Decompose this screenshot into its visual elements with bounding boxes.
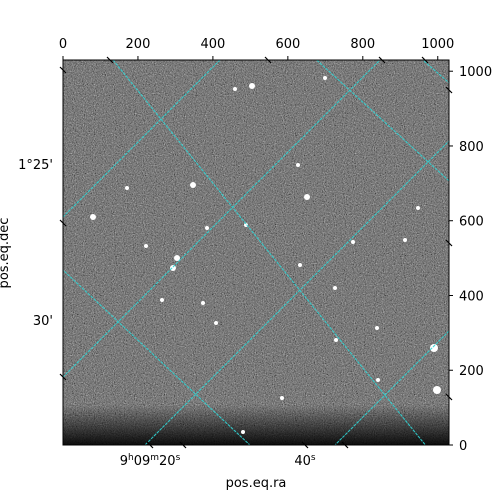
y-tick-label-3: 600 — [459, 215, 484, 230]
star-18 — [433, 386, 441, 394]
coordinate-grid — [63, 60, 449, 445]
star-0 — [249, 83, 255, 89]
world-tick-5 — [59, 219, 67, 227]
world-tick-12 — [301, 441, 309, 449]
star-4 — [90, 214, 96, 220]
world-tick-4 — [59, 66, 67, 74]
y-tick-label-4: 800 — [459, 140, 484, 155]
world-tick-11 — [179, 441, 187, 449]
world-tick-3 — [421, 56, 429, 64]
star-19 — [376, 378, 380, 382]
grid-line-1 — [63, 269, 251, 445]
star-16 — [334, 338, 338, 342]
y-tick-label-0: 0 — [459, 439, 467, 454]
star-14 — [214, 321, 218, 325]
grid-line-8 — [334, 330, 449, 445]
star-20 — [241, 430, 245, 434]
star-24 — [416, 206, 420, 210]
star-3 — [190, 182, 196, 188]
world-tick-10 — [146, 441, 154, 449]
grid-line-7 — [144, 140, 449, 445]
star-21 — [280, 396, 284, 400]
world-tick-2 — [378, 56, 386, 64]
x-tick-label-3: 600 — [275, 37, 300, 52]
x-tick-label-0: 0 — [59, 37, 67, 52]
y-tick-label-2: 400 — [459, 289, 484, 304]
grid-line-6 — [63, 60, 381, 378]
star-7 — [205, 226, 209, 230]
y-tick-label-1: 200 — [459, 364, 484, 379]
star-27 — [351, 240, 355, 244]
world-tick-9 — [445, 393, 453, 401]
plot-frame — [62, 59, 450, 446]
world-tick-0 — [106, 56, 114, 64]
world-tick-6 — [59, 373, 67, 381]
star-2 — [323, 76, 327, 80]
star-25 — [125, 186, 129, 190]
star-9 — [144, 244, 148, 248]
x-tick-label-4: 800 — [350, 37, 375, 52]
x-tick-label-5: 1000 — [421, 37, 454, 52]
dec-tick-label-1: 1°25' — [18, 158, 53, 173]
world-tick-13 — [341, 441, 349, 449]
ra-tick-label-1: 9h09m20s — [120, 453, 181, 469]
world-tick-1 — [264, 56, 272, 64]
star-10 — [170, 265, 176, 271]
x-tick-label-1: 200 — [126, 37, 151, 52]
axis-ticks: 0 200 400 600 800 1000 0 200 400 600 800 1000 — [59, 37, 492, 454]
star-26 — [160, 298, 164, 302]
star-17 — [430, 344, 438, 352]
star-12 — [333, 286, 337, 290]
star-22 — [296, 163, 300, 167]
world-tick-7 — [445, 86, 453, 94]
star-11 — [298, 263, 302, 267]
ra-tick-label-2: 40s — [294, 453, 316, 469]
dec-tick-label-2: 30' — [33, 314, 53, 329]
star-8 — [174, 255, 180, 261]
star-23 — [403, 238, 407, 242]
x-tick-label-2: 400 — [200, 37, 225, 52]
y-tick-label-5: 1000 — [459, 65, 492, 80]
star-sources — [90, 76, 441, 434]
x-axis-label: pos.eq.ra — [226, 476, 287, 491]
grid-line-4 — [422, 60, 449, 84]
star-15 — [375, 326, 379, 330]
grid-line-0 — [112, 60, 427, 445]
world-tick-8 — [445, 239, 453, 247]
y-axis-label: pos.eq.dec — [0, 218, 12, 289]
sky-image — [63, 60, 449, 445]
grid-line-5 — [63, 60, 221, 218]
star-1 — [233, 87, 237, 91]
star-5 — [304, 194, 310, 200]
star-13 — [201, 301, 205, 305]
